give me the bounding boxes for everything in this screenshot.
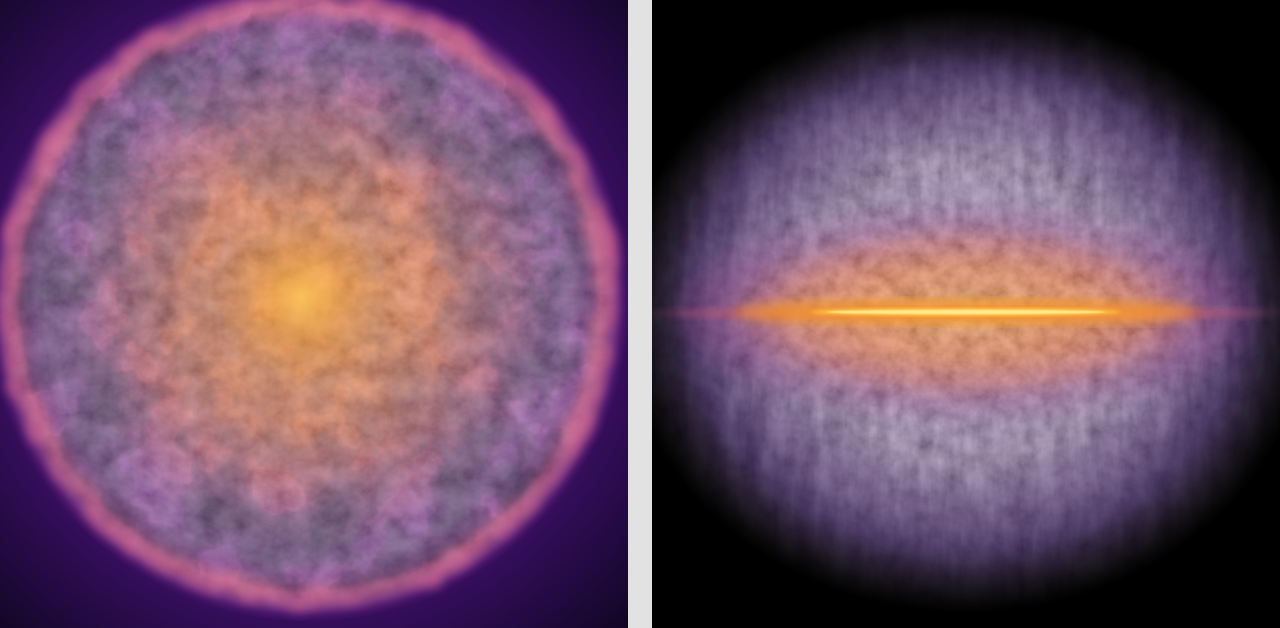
divider-bar	[628, 0, 652, 628]
panel-edge-on	[652, 0, 1280, 628]
face-on-core-glow	[217, 213, 387, 383]
panel-face-on	[0, 0, 628, 628]
panel-divider	[628, 0, 652, 628]
edge-on-disc-line-core	[826, 309, 1106, 315]
